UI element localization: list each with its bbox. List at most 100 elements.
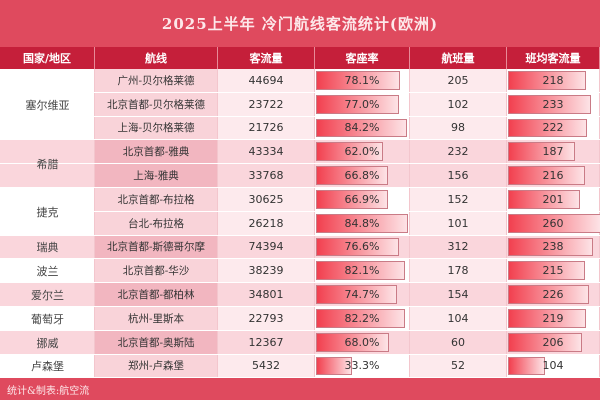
country-group: 北京首都-布拉格 30625 66.9% 152 201 台北-布拉格 26218 84.8%… [0,187,600,236]
load-factor-bar [316,261,405,281]
load-factor-cell: 62.0% [315,140,410,164]
flights-cell: 98 [410,116,507,140]
country-cell [0,283,95,306]
route-cell: 上海-雅典 [95,164,218,187]
load-factor-value: 68.0% [344,335,380,349]
route-cell: 北京首都-布拉格 [95,187,218,211]
load-factor-bar [316,118,407,138]
avg-passengers-value: 201 [542,192,564,206]
avg-passengers-cell: 206 [507,330,600,354]
avg-passengers-cell: 187 [507,140,600,164]
passengers-cell: 38239 [218,259,315,283]
country-cell [0,306,95,330]
country-cell [0,187,95,211]
passengers-cell: 34801 [218,283,315,306]
avg-passengers-cell: 233 [507,92,600,116]
country-cell [0,235,95,259]
avg-passengers-bar [508,94,592,114]
load-factor-value: 66.9% [344,192,380,206]
load-factor-value: 76.6% [344,240,380,254]
avg-passengers-bar [508,332,582,352]
passengers-cell: 30625 [218,187,315,211]
country-label: 爱尔兰 [31,289,64,303]
load-factor-cell: 66.9% [315,187,410,211]
page-title: 2025上半年 冷门航线客流统计(欧洲) [0,0,600,47]
country-cell [0,140,95,164]
avg-passengers-bar [508,261,585,281]
country-label: 卢森堡 [31,360,64,374]
flights-cell: 154 [410,283,507,306]
load-factor-value: 74.7% [344,288,380,302]
flights-cell: 104 [410,306,507,330]
load-factor-value: 84.2% [344,121,380,135]
passengers-cell: 74394 [218,235,315,259]
flights-cell: 205 [410,69,507,92]
flights-cell: 102 [410,92,507,116]
avg-passengers-value: 238 [542,240,564,254]
avg-passengers-cell: 104 [507,354,600,378]
load-factor-cell: 77.0% [315,92,410,116]
header-flights: 航班量 [410,47,507,69]
country-label: 希腊 [36,158,59,172]
route-cell: 北京首都-华沙 [95,259,218,283]
table-row: 上海-贝尔格莱德 21726 84.2% 98 222 [0,116,600,141]
header-avg-passengers: 班均客流量 [507,47,600,69]
table-row: 北京首都-布拉格 30625 66.9% 152 201 [0,187,600,212]
avg-passengers-bar [508,142,575,162]
country-label: 瑞典 [36,241,59,255]
load-factor-value: 82.1% [344,264,380,278]
table-row: 北京首都-都柏林 34801 74.7% 154 226 [0,283,600,307]
route-cell: 北京首都-斯德哥尔摩 [95,235,218,259]
load-factor-cell: 74.7% [315,283,410,306]
flights-cell: 152 [410,187,507,211]
avg-passengers-cell: 260 [507,211,600,235]
route-cell: 郑州-卢森堡 [95,354,218,378]
load-factor-cell: 82.1% [315,259,410,283]
passengers-cell: 22793 [218,306,315,330]
avg-passengers-cell: 201 [507,187,600,211]
avg-passengers-bar [508,166,586,185]
avg-passengers-cell: 219 [507,306,600,330]
country-label: 挪威 [36,336,59,350]
load-factor-cell: 78.1% [315,69,410,92]
avg-passengers-cell: 222 [507,116,600,140]
passengers-cell: 21726 [218,116,315,140]
flights-cell: 232 [410,140,507,164]
avg-passengers-bar [508,237,593,257]
avg-passengers-value: 187 [542,145,564,159]
avg-passengers-cell: 226 [507,283,600,306]
avg-passengers-bar [508,118,588,138]
country-cell [0,211,95,235]
load-factor-cell: 82.2% [315,306,410,330]
country-group: 广州-贝尔格莱德 44694 78.1% 205 218 北京首都-贝尔格莱德 23722 7… [0,69,600,141]
load-factor-value: 62.0% [344,145,380,159]
header-load-factor: 客座率 [315,47,410,69]
table-row: 郑州-卢森堡 5432 33.3% 52 104 [0,354,600,379]
passengers-cell: 26218 [218,211,315,235]
country-label: 葡萄牙 [31,312,64,326]
country-group: 北京首都-斯德哥尔摩 74394 76.6% 312 238 [0,235,600,260]
route-cell: 北京首都-贝尔格莱德 [95,92,218,116]
avg-passengers-value: 215 [542,264,564,278]
avg-passengers-value: 218 [542,73,564,87]
header-country: 国家/地区 [0,47,95,69]
avg-passengers-value: 260 [542,216,564,230]
country-cell [0,116,95,140]
avg-passengers-value: 222 [542,121,564,135]
flights-cell: 312 [410,235,507,259]
country-label: 波兰 [36,265,59,279]
avg-passengers-bar [508,71,586,90]
load-factor-cell: 76.6% [315,235,410,259]
load-factor-bar [316,237,399,257]
avg-passengers-value: 206 [542,335,564,349]
avg-passengers-cell: 215 [507,259,600,283]
load-factor-bar [316,285,397,304]
table-row: 北京首都-雅典 43334 62.0% 232 187 [0,140,600,165]
load-factor-bar [316,71,401,90]
country-label: 捷克 [36,205,59,219]
avg-passengers-bar [508,308,587,328]
load-factor-value: 82.2% [344,311,380,325]
table-row: 北京首都-斯德哥尔摩 74394 76.6% 312 238 [0,235,600,260]
country-label: 塞尔维亚 [25,98,70,112]
load-factor-bar [316,308,405,328]
